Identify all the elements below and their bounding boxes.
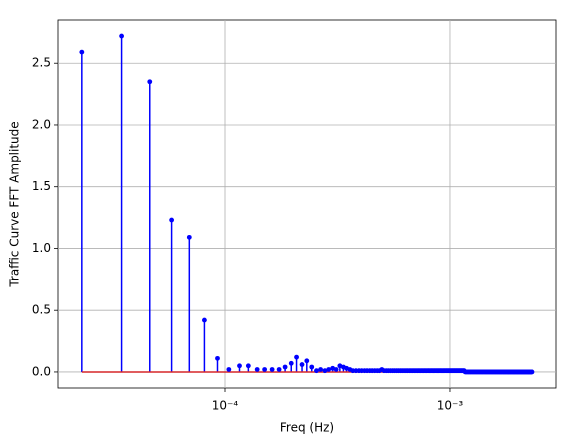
x-tick-label: 10⁻⁴ — [212, 399, 239, 413]
stem-marker — [314, 368, 319, 374]
y-tick-label: 1.5 — [32, 179, 51, 193]
y-tick-label: 2.5 — [32, 56, 51, 70]
y-tick-label: 0.0 — [32, 364, 51, 378]
y-axis-label: Traffic Curve FFT Amplitude — [8, 121, 22, 287]
stem-marker — [262, 367, 268, 372]
x-tick-label: 10⁻³ — [437, 399, 464, 413]
stem-marker — [318, 367, 323, 372]
stem-marker — [119, 33, 124, 39]
stem-marker — [326, 367, 332, 372]
stem-marker — [237, 363, 242, 369]
stem-marker — [79, 49, 85, 55]
stem-marker — [169, 217, 175, 223]
x-axis-label: Freq (Hz) — [280, 421, 334, 435]
stem-marker — [309, 364, 315, 370]
y-tick-label: 2.0 — [32, 117, 51, 131]
stem-marker — [245, 363, 251, 369]
stem-marker — [333, 367, 339, 372]
stem-marker — [322, 368, 328, 374]
stem-marker — [215, 355, 220, 361]
stem-marker — [186, 234, 192, 240]
stem-marker — [147, 79, 153, 85]
stem-marker — [202, 317, 207, 323]
stem-marker — [299, 362, 305, 367]
stem-marker — [529, 369, 535, 375]
y-tick-label: 0.5 — [32, 303, 51, 317]
stem-marker — [282, 364, 288, 370]
stem-marker — [276, 367, 282, 372]
stem-marker — [304, 358, 310, 364]
stem-marker — [269, 367, 275, 372]
stem-marker — [254, 367, 260, 372]
plot-frame — [57, 19, 557, 389]
stem-marker — [288, 360, 294, 366]
stem-marker — [294, 354, 299, 360]
stem-marker — [226, 367, 232, 372]
y-tick-label: 1.0 — [32, 241, 51, 255]
